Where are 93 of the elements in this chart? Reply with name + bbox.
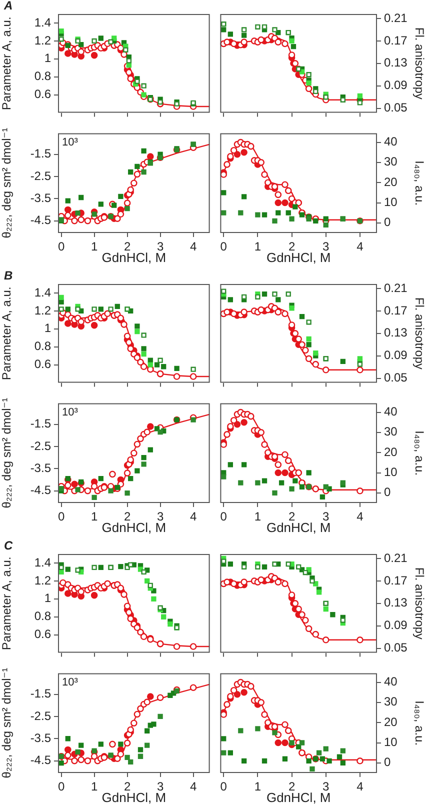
y-tick-label: 10 (384, 735, 398, 750)
y-tick-label: -4.5 (30, 213, 52, 228)
y-axis-title: I₄₈₀, a.u. (412, 430, 426, 476)
y-tick-label: 0.09 (384, 78, 408, 92)
y-axis-title: θ₂₂₂, deg sm² dmol⁻¹ (0, 668, 14, 778)
text: C (4, 538, 13, 552)
y-tick-label: 0.09 (384, 348, 408, 362)
y-axis-title: Parameter A, a.u. (0, 16, 14, 110)
y-tick-label: -2.5 (30, 438, 52, 453)
y-axis-title: I₄₈₀, a.u. (412, 160, 426, 206)
y-tick-label: -1.5 (30, 146, 52, 161)
x-tick-label: 1 (254, 780, 262, 794)
x-tick-label: 4 (190, 780, 197, 794)
y-tick-label: 0.6 (34, 87, 52, 102)
y-tick-label: -2.5 (30, 708, 52, 723)
x-tick-label: 4 (190, 240, 197, 254)
y-tick-label: 1.4 (34, 285, 52, 300)
x-tick-label: 0 (58, 510, 65, 524)
text: B (4, 268, 13, 282)
x-tick-label: 1 (90, 780, 98, 794)
annotation: 10³ (62, 406, 78, 419)
y-tick-label: 0.21 (384, 280, 408, 295)
y-tick-label: 1 (44, 51, 52, 66)
y-tick-label: -1.5 (30, 686, 52, 701)
y-tick-label: 0.6 (34, 357, 52, 372)
x-tick-label: 1 (90, 510, 98, 524)
y-tick-label: 0.13 (384, 56, 408, 70)
y-axis-title: Parameter A, a.u. (0, 556, 14, 650)
text: A (3, 0, 13, 12)
y-axis-title: Fl. anisotropy (412, 27, 426, 100)
x-tick-label: 0 (220, 780, 228, 794)
y-tick-label: 0.13 (384, 326, 408, 340)
x-tick-label: 1 (90, 240, 98, 254)
x-tick-label: 4 (356, 780, 364, 794)
y-tick-label: 30 (384, 424, 398, 439)
x-tick-label: 0 (220, 240, 228, 254)
y-tick-label: 0.8 (34, 69, 52, 84)
y-tick-label: 1.2 (34, 33, 52, 48)
y-tick-label: 0 (384, 755, 391, 770)
y-tick-label: 30 (384, 154, 398, 169)
y-tick-label: 0.05 (384, 640, 408, 655)
x-tick-label: 1 (254, 240, 262, 254)
x-tick-label: 4 (190, 510, 197, 524)
y-tick-label: -1.5 (30, 416, 52, 431)
x-tick-label: 0 (58, 780, 65, 794)
y-tick-label: 30 (384, 694, 398, 709)
y-tick-label: 0.05 (384, 370, 408, 385)
y-tick-label: 0.05 (384, 100, 408, 115)
x-tick-label: 4 (356, 240, 364, 254)
y-tick-label: 20 (384, 444, 398, 459)
y-tick-label: 1 (44, 591, 52, 606)
y-tick-label: 0.17 (384, 303, 408, 318)
y-tick-label: -4.5 (30, 483, 52, 498)
y-tick-label: 40 (384, 674, 398, 689)
y-tick-label: 40 (384, 404, 398, 419)
y-tick-label: 20 (384, 174, 398, 189)
x-tick-label: 4 (356, 510, 364, 524)
y-tick-label: 20 (384, 714, 398, 729)
y-tick-label: -3.5 (30, 460, 52, 475)
y-tick-label: 0.17 (384, 33, 408, 48)
annotation: 10³ (62, 136, 78, 149)
y-tick-label: 0.21 (384, 10, 408, 25)
y-tick-label: -3.5 (30, 190, 52, 205)
y-tick-label: 0 (384, 485, 391, 500)
y-tick-label: -3.5 (30, 730, 52, 745)
x-tick-label: 1 (254, 510, 262, 524)
y-tick-label: 0.17 (384, 573, 408, 588)
y-tick-label: 40 (384, 134, 398, 149)
y-tick-label: 10 (384, 465, 398, 480)
y-tick-label: 1.2 (34, 573, 52, 588)
x-tick-label: 0 (220, 510, 228, 524)
y-tick-label: 10 (384, 195, 398, 210)
y-tick-label: 0.21 (384, 550, 408, 565)
y-tick-label: 0.13 (384, 596, 408, 610)
y-axis-title: Fl. anisotropy (412, 567, 426, 640)
y-tick-label: -2.5 (30, 168, 52, 183)
x-tick-label: 0 (58, 240, 65, 254)
y-tick-label: 0.09 (384, 618, 408, 632)
annotation: 10³ (62, 676, 78, 689)
y-axis-title: Fl. anisotropy (412, 297, 426, 370)
y-tick-label: 1.4 (34, 555, 52, 570)
y-tick-label: 1.4 (34, 15, 52, 30)
y-tick-label: 1 (44, 321, 52, 336)
y-tick-label: 0.8 (34, 609, 52, 624)
y-tick-label: 1.2 (34, 303, 52, 318)
y-axis-title: θ₂₂₂, deg sm² dmol⁻¹ (0, 398, 14, 508)
y-axis-title: Parameter A, a.u. (0, 286, 14, 380)
y-tick-label: 0.6 (34, 627, 52, 642)
y-axis-title: θ₂₂₂, deg sm² dmol⁻¹ (0, 128, 14, 238)
y-axis-title: I₄₈₀, a.u. (412, 700, 426, 746)
y-tick-label: 0.8 (34, 339, 52, 354)
y-tick-label: -4.5 (30, 753, 52, 768)
y-tick-label: 0 (384, 215, 391, 230)
